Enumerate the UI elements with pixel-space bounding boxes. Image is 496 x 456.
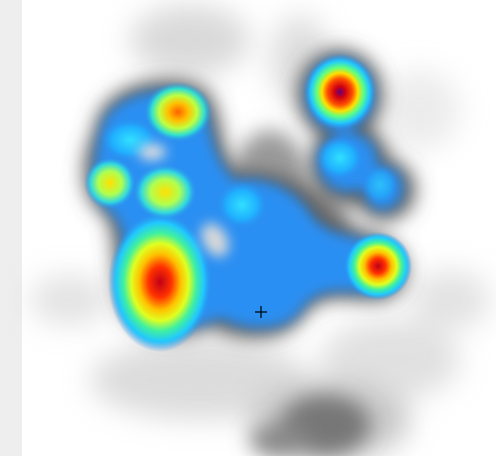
cursor [255,306,267,318]
hotspots [84,54,412,352]
left-strip [0,0,22,456]
holes [138,144,229,257]
gray-background-density [30,5,490,456]
